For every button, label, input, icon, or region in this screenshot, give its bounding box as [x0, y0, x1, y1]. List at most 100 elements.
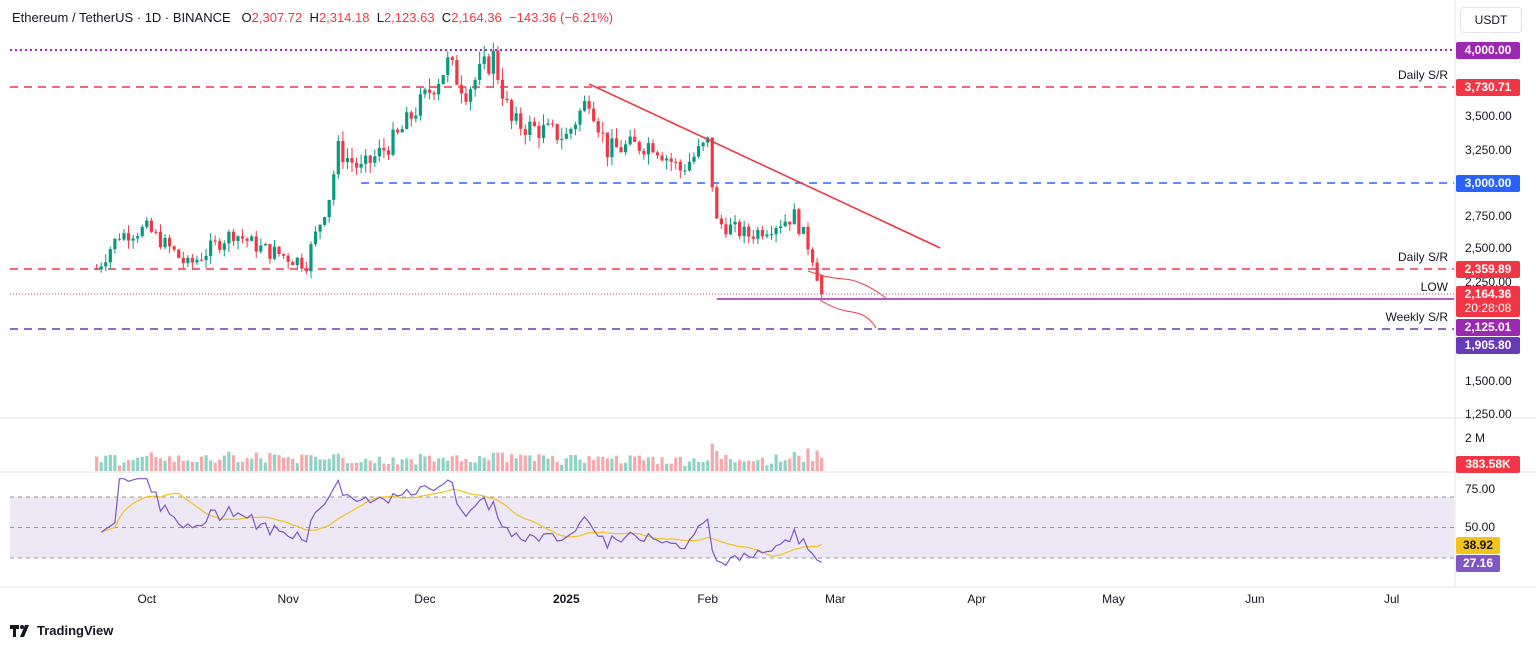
volume-bar	[665, 463, 669, 471]
candle-body	[564, 133, 568, 139]
volume-bar	[751, 461, 755, 471]
candle-body	[624, 144, 628, 153]
rsi-tag	[1456, 555, 1500, 572]
symbol-header: Ethereum / TetherUS · 1D · BINANCE O2,30…	[12, 10, 613, 25]
volume-bar	[537, 454, 541, 471]
volume-bar	[227, 451, 231, 471]
rsi-tick-label: 50.00	[1465, 520, 1495, 534]
candle-body	[341, 141, 345, 163]
volume-bar	[222, 455, 226, 471]
volume-bar	[277, 455, 281, 471]
candle-body	[304, 268, 308, 272]
candle-body	[396, 129, 400, 133]
candle-body	[692, 156, 696, 162]
rsi-tick-label: 75.00	[1465, 482, 1495, 496]
volume-bar	[774, 454, 778, 471]
candle-body	[209, 240, 213, 256]
candle-body	[820, 275, 824, 294]
tradingview-icon	[10, 624, 29, 637]
volume-bar	[154, 457, 158, 471]
time-tick-label: Dec	[414, 592, 435, 606]
candle-body	[313, 231, 318, 245]
candle-body	[236, 236, 240, 241]
candle-body	[263, 244, 267, 246]
volume-bar	[614, 455, 619, 471]
volume-bar	[295, 463, 299, 471]
volume-bar	[733, 462, 737, 471]
volume-bar	[377, 456, 381, 471]
volume-bar	[323, 459, 327, 471]
volume-bar	[687, 461, 692, 471]
candle-body	[514, 113, 518, 121]
candle-body	[523, 128, 527, 135]
candle-body	[318, 224, 322, 232]
volume-bar	[514, 458, 518, 471]
candle-body	[756, 229, 760, 239]
price-tick-label: 1,500.00	[1465, 374, 1512, 388]
volume-bar	[245, 458, 249, 471]
volume-bar	[240, 461, 245, 471]
candle-body	[359, 163, 363, 168]
volume-bar	[564, 458, 568, 471]
time-tick-label: Feb	[697, 592, 718, 606]
change-value: −143.36 (−6.21%)	[509, 10, 614, 25]
symbol-title: Ethereum / TetherUS · 1D · BINANCE	[12, 10, 231, 25]
candle-body	[528, 121, 532, 135]
candle-body	[687, 161, 692, 171]
candle-body	[154, 231, 158, 233]
volume-bar	[801, 462, 806, 471]
candle-body	[377, 147, 381, 157]
candle-body	[104, 262, 108, 267]
volume-bar	[820, 457, 824, 471]
candle-body	[382, 147, 386, 151]
volume-bar	[409, 459, 413, 471]
candle-body	[710, 137, 714, 188]
volume-tag	[1456, 456, 1520, 473]
volume-bar	[204, 455, 208, 471]
candle-body	[459, 84, 464, 94]
candle-body	[418, 94, 422, 116]
volume-bar	[272, 454, 277, 471]
volume-bar	[532, 460, 536, 471]
candle-body	[437, 83, 441, 95]
candle-body	[113, 238, 117, 250]
candle-body	[345, 157, 350, 163]
volume-bar	[724, 454, 728, 471]
candle-body	[701, 142, 705, 147]
candle-body	[728, 224, 733, 235]
volume-bar	[592, 459, 596, 471]
volume-bar	[523, 455, 527, 471]
candle-body	[190, 257, 194, 263]
candle-body	[614, 138, 619, 148]
candle-body	[254, 236, 258, 252]
price-tag-label: 2,125.01	[1465, 320, 1512, 334]
candle-body	[336, 141, 340, 175]
low-value: 2,123.63	[383, 10, 435, 25]
candle-body	[268, 244, 272, 259]
candle-body	[774, 228, 778, 235]
volume-bar	[482, 457, 486, 471]
price-tag	[1456, 261, 1520, 278]
rsi-tag-label: 27.16	[1463, 556, 1493, 570]
candle-body	[240, 236, 245, 239]
volume-bar	[459, 461, 464, 471]
candle-body	[391, 129, 395, 155]
volume-bar	[177, 455, 181, 471]
candle-body	[277, 246, 281, 255]
level-label: Daily S/R	[1398, 250, 1448, 264]
price-tag-label: 3,000.00	[1465, 176, 1512, 190]
volume-bar	[582, 462, 587, 471]
time-tick-label: Nov	[277, 592, 298, 606]
price-tag-label: 1,905.80	[1465, 338, 1512, 352]
candle-body	[259, 245, 263, 252]
candle-body	[551, 123, 555, 125]
tradingview-logo[interactable]: TradingView	[10, 623, 113, 638]
volume-bar	[496, 452, 500, 471]
candle-body	[145, 220, 149, 227]
candle-body	[468, 89, 473, 102]
volume-bar	[760, 457, 764, 471]
volume-bar	[368, 460, 372, 471]
candle-body	[250, 236, 254, 241]
currency-button[interactable]: USDT	[1460, 7, 1522, 33]
